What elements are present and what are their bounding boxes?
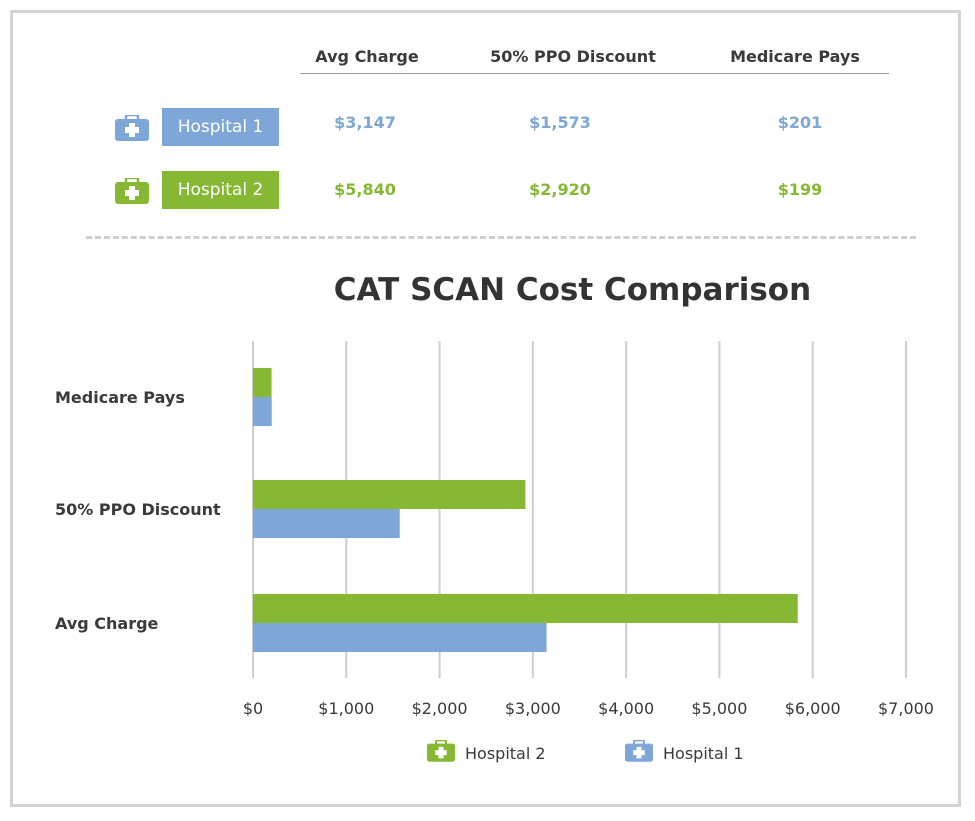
hospital-2-medicare-pays: $199 [777, 180, 823, 199]
hospital-1-ppo-discount: $1,573 [529, 113, 591, 132]
x-tick-label: $7,000 [878, 699, 934, 718]
hospital-1-label: Hospital 1 [162, 108, 279, 146]
x-tick-label: $6,000 [785, 699, 841, 718]
header-rule [300, 73, 889, 74]
bar-hospital-1 [253, 509, 400, 538]
medical-kit-icon [115, 113, 149, 141]
x-tick-label: $3,000 [505, 699, 561, 718]
x-tick-label: $1,000 [318, 699, 374, 718]
bar-chart: $0 $1,000 $2,000 $3,000 $4,000 $5,000 $6,000 $7… [55, 341, 934, 718]
hospital-1-avg-charge: $3,147 [334, 113, 396, 132]
bar-hospital-1 [253, 397, 272, 426]
header-medicare-pays: Medicare Pays [730, 47, 860, 66]
legend-label: Hospital 2 [465, 743, 546, 763]
category-label: 50% PPO Discount [55, 500, 221, 519]
category-label: Medicare Pays [55, 388, 185, 407]
hospital-2-label: Hospital 2 [162, 171, 279, 209]
medical-kit-icon [625, 739, 653, 766]
legend-item-hospital-1: Hospital 1 [625, 739, 744, 766]
x-tick-label: $4,000 [598, 699, 654, 718]
bar-hospital-2 [253, 368, 272, 397]
bar-hospital-1 [253, 623, 547, 652]
legend-label: Hospital 1 [663, 743, 744, 763]
hospital-2-ppo-discount: $2,920 [529, 180, 591, 199]
medical-kit-icon [427, 739, 455, 766]
bar-hospital-2 [253, 594, 798, 623]
legend-item-hospital-2: Hospital 2 [427, 739, 546, 766]
x-tick-label: $0 [243, 699, 263, 718]
bar-hospital-2 [253, 480, 526, 509]
hospital-2-avg-charge: $5,840 [334, 180, 396, 199]
chart-title: CAT SCAN Cost Comparison [333, 272, 812, 308]
x-tick-label: $2,000 [412, 699, 468, 718]
header-ppo-discount: 50% PPO Discount [490, 47, 656, 66]
x-tick-label: $5,000 [691, 699, 747, 718]
hospital-1-medicare-pays: $201 [777, 113, 823, 132]
section-divider [86, 236, 916, 239]
header-avg-charge: Avg Charge [315, 47, 419, 66]
category-label: Avg Charge [55, 614, 159, 633]
medical-kit-icon [115, 176, 149, 204]
